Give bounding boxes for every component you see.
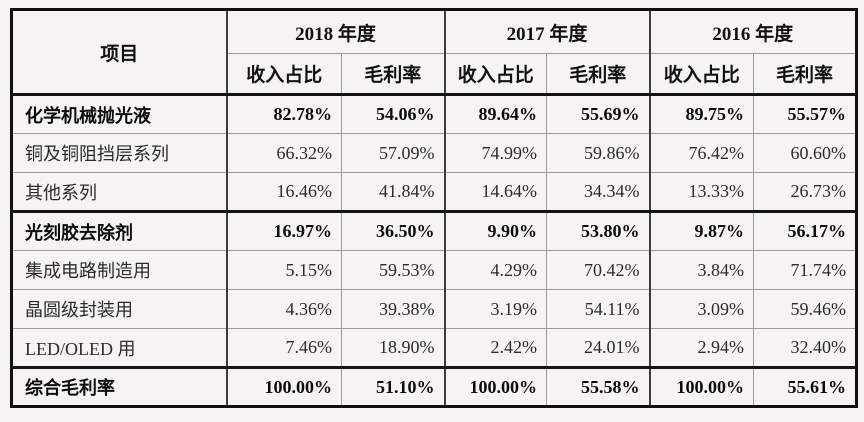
table-row-cmp-slurry: 化学机械抛光液 82.78% 54.06% 89.64% 55.69% 89.7… [11,93,858,134]
header-item-label: 项目 [11,9,227,95]
value-cell: 18.90% [340,328,446,368]
table-row-led-oled: LED/OLED 用 7.46% 18.90% 2.42% 24.01% 2.9… [11,328,858,368]
value-cell: 3.09% [648,289,755,329]
value-cell: 14.64% [443,172,548,212]
row-label: 铜及铜阻挡层系列 [11,133,227,173]
gross-margin-table: 项目 2018 年度 2017 年度 2016 年度 收入占比 毛利率 收入占比… [10,8,859,408]
value-cell: 54.11% [546,289,651,329]
table-row-photoresist-remover: 光刻胶去除剂 16.97% 36.50% 9.90% 53.80% 9.87% … [11,210,858,251]
value-cell: 9.90% [443,210,548,251]
table-row-overall-gross-margin: 综合毛利率 100.00% 51.10% 100.00% 55.58% 100.… [11,366,858,407]
header-row-years: 项目 2018 年度 2017 年度 2016 年度 [11,9,858,95]
value-cell: 55.61% [753,366,858,407]
value-cell: 59.53% [340,250,446,290]
header-revenue-share-2018: 收入占比 [225,53,342,96]
value-cell: 70.42% [546,250,651,290]
value-cell: 53.80% [546,210,651,251]
header-year-2018: 2018 年度 [225,9,446,54]
value-cell: 55.57% [753,93,858,134]
value-cell: 60.60% [753,133,858,173]
table-row-copper-series: 铜及铜阻挡层系列 66.32% 57.09% 74.99% 59.86% 76.… [11,133,858,173]
value-cell: 2.94% [648,328,755,368]
row-label: 化学机械抛光液 [11,93,227,134]
value-cell: 4.36% [225,289,342,329]
value-cell: 82.78% [225,93,342,134]
value-cell: 51.10% [340,366,446,407]
value-cell: 71.74% [753,250,858,290]
table-row-wafer-level-packaging: 晶圆级封装用 4.36% 39.38% 3.19% 54.11% 3.09% 5… [11,289,858,329]
value-cell: 36.50% [340,210,446,251]
row-label: 综合毛利率 [11,366,227,407]
value-cell: 3.19% [443,289,548,329]
value-cell: 59.46% [753,289,858,329]
header-revenue-share-2016: 收入占比 [648,53,755,96]
row-label: 其他系列 [11,172,227,212]
value-cell: 41.84% [340,172,446,212]
value-cell: 66.32% [225,133,342,173]
value-cell: 4.29% [443,250,548,290]
value-cell: 13.33% [648,172,755,212]
value-cell: 5.15% [225,250,342,290]
value-cell: 74.99% [443,133,548,173]
value-cell: 39.38% [340,289,446,329]
value-cell: 89.75% [648,93,755,134]
row-label: LED/OLED 用 [11,328,227,368]
value-cell: 55.58% [546,366,651,407]
value-cell: 34.34% [546,172,651,212]
header-gross-margin-2018: 毛利率 [340,53,446,96]
value-cell: 55.69% [546,93,651,134]
value-cell: 57.09% [340,133,446,173]
header-gross-margin-2017: 毛利率 [546,53,651,96]
value-cell: 9.87% [648,210,755,251]
header-revenue-share-2017: 收入占比 [443,53,548,96]
row-label: 集成电路制造用 [11,250,227,290]
row-label: 晶圆级封装用 [11,289,227,329]
value-cell: 7.46% [225,328,342,368]
value-cell: 26.73% [753,172,858,212]
header-row-subcolumns: 收入占比 毛利率 收入占比 毛利率 收入占比 毛利率 [12,53,858,96]
header-year-2016: 2016 年度 [648,9,858,54]
value-cell: 16.97% [225,210,342,251]
value-cell: 24.01% [546,328,651,368]
value-cell: 59.86% [546,133,651,173]
value-cell: 2.42% [443,328,548,368]
row-label: 光刻胶去除剂 [11,210,227,251]
value-cell: 3.84% [648,250,755,290]
value-cell: 100.00% [648,366,755,407]
value-cell: 56.17% [753,210,858,251]
value-cell: 100.00% [225,366,342,407]
header-year-2017: 2017 年度 [443,9,651,54]
value-cell: 32.40% [753,328,858,368]
value-cell: 16.46% [225,172,342,212]
value-cell: 89.64% [443,93,548,134]
value-cell: 76.42% [648,133,755,173]
table-row-other-series: 其他系列 16.46% 41.84% 14.64% 34.34% 13.33% … [11,172,858,212]
value-cell: 100.00% [443,366,548,407]
value-cell: 54.06% [340,93,446,134]
header-gross-margin-2016: 毛利率 [753,53,858,96]
table-row-ic-manufacturing: 集成电路制造用 5.15% 59.53% 4.29% 70.42% 3.84% … [11,250,858,290]
